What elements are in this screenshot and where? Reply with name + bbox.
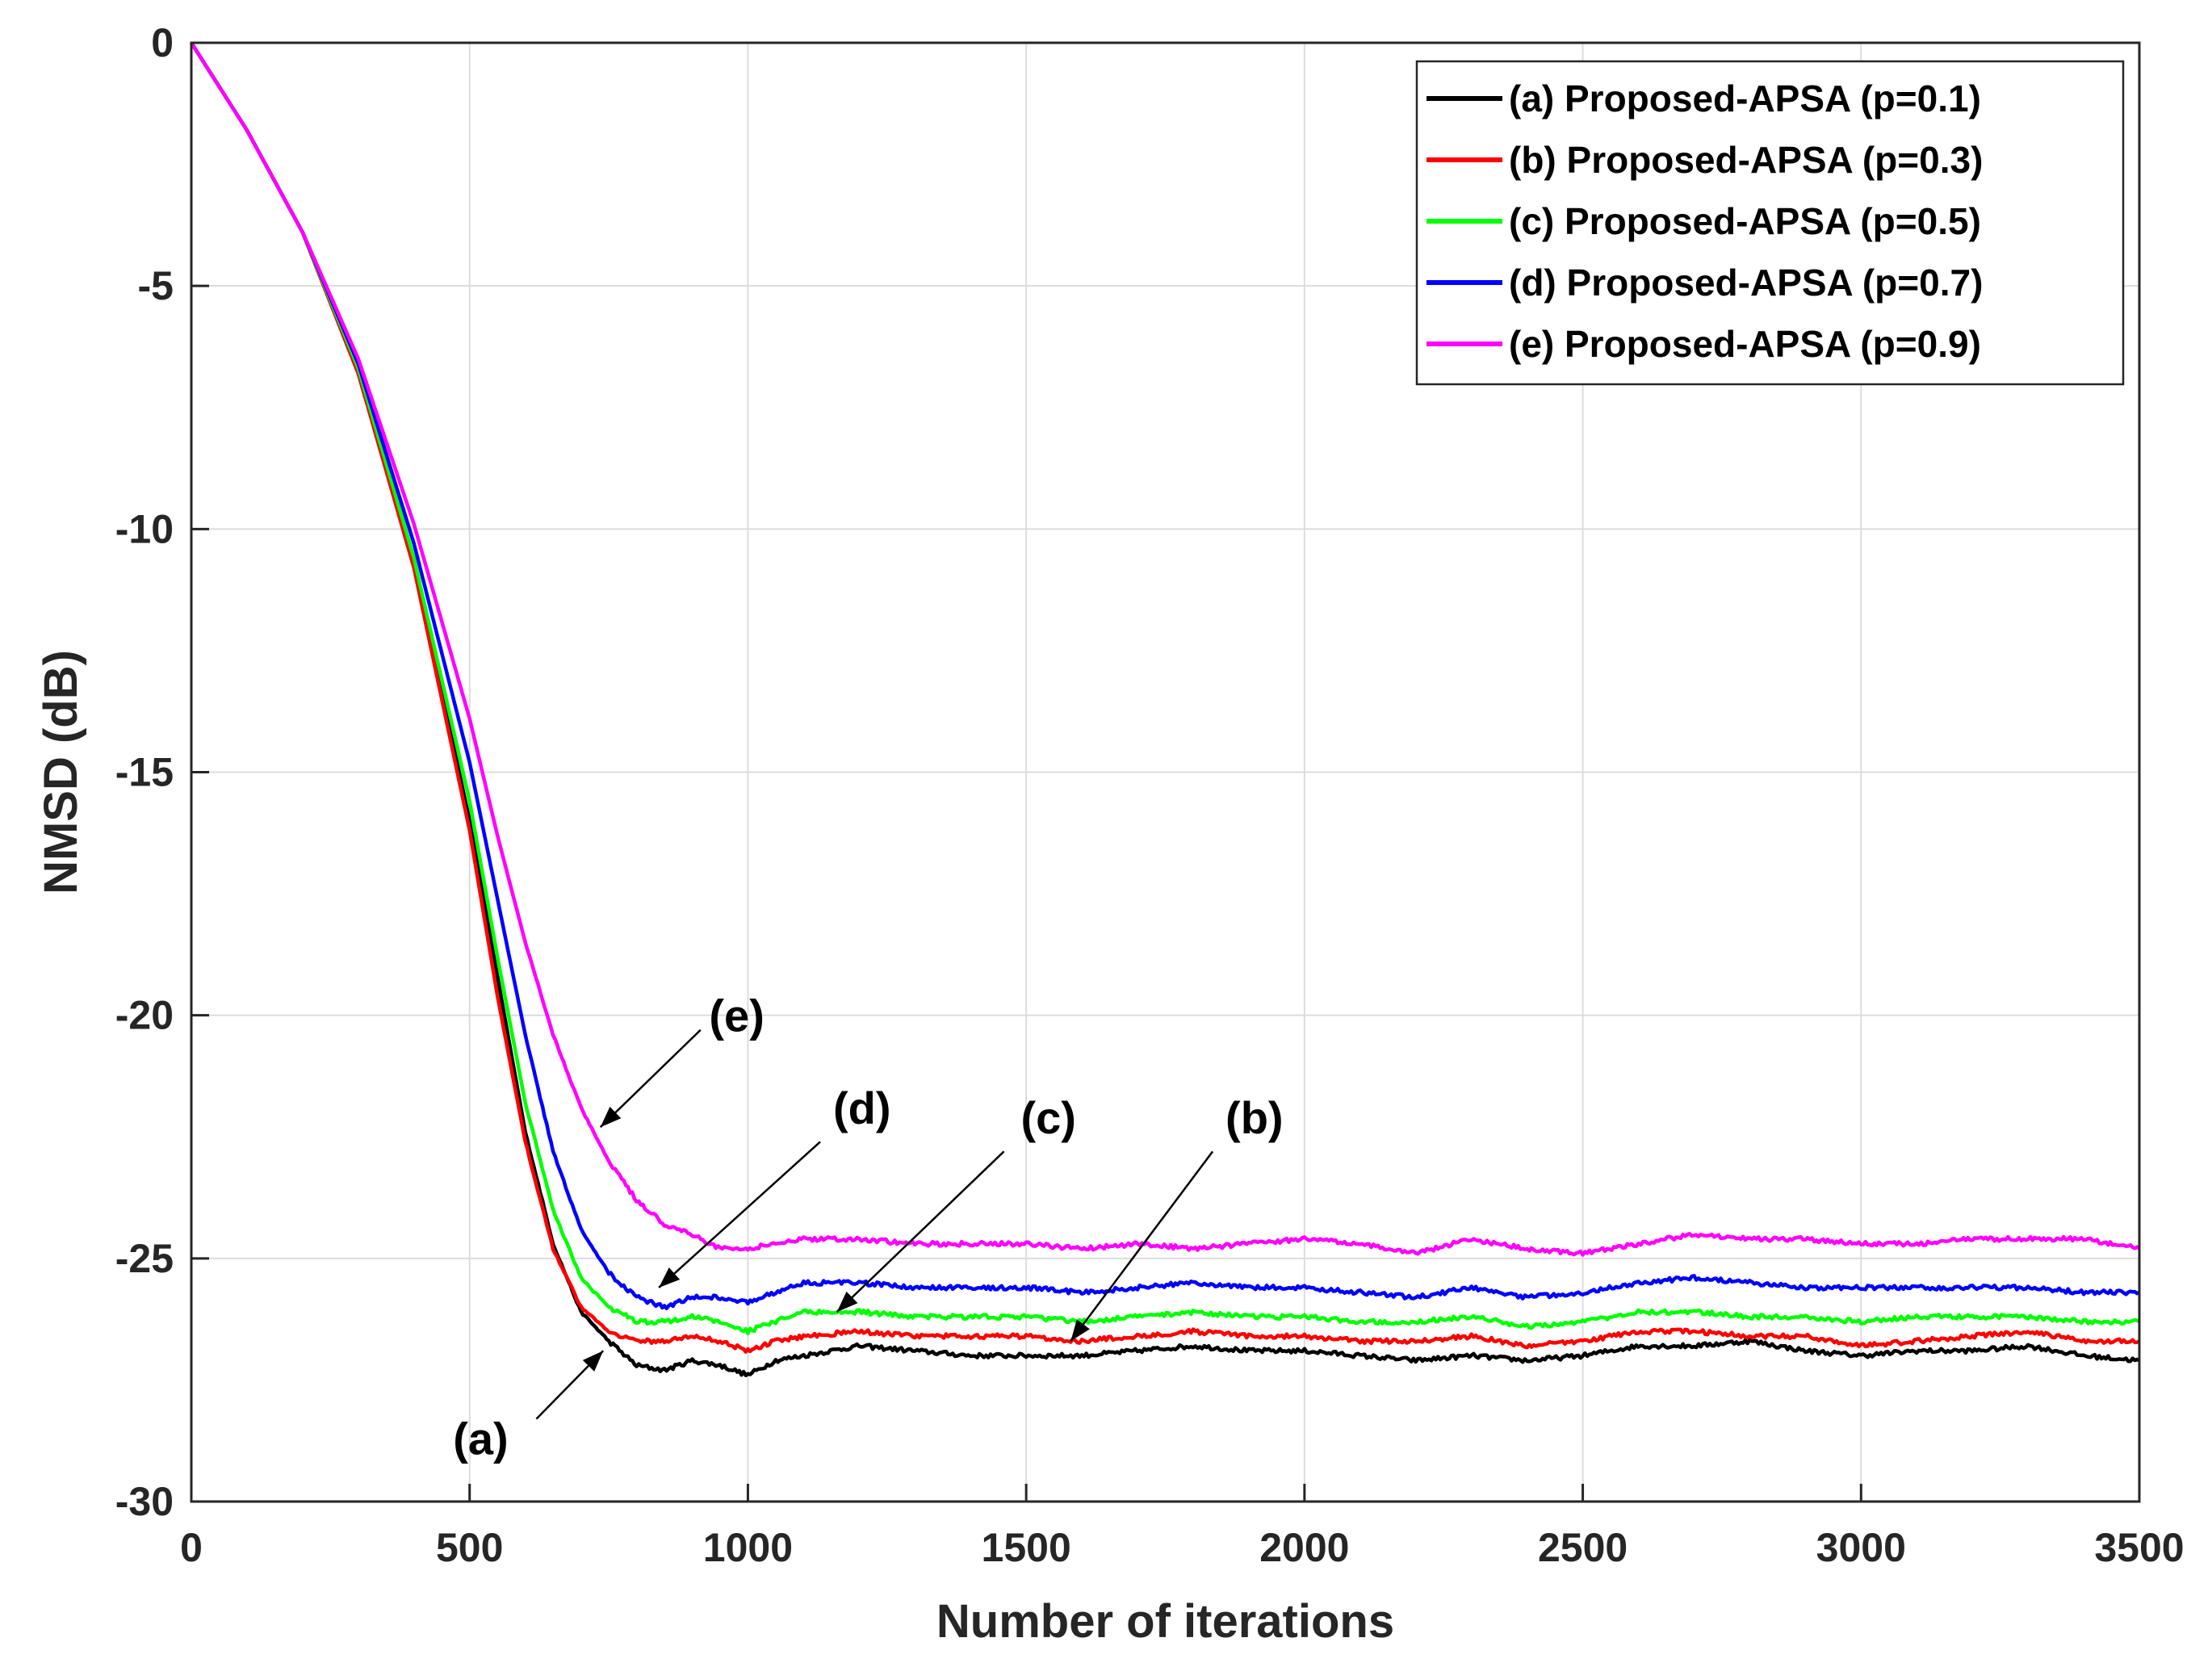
legend-entry-label: (b) Proposed-APSA (p=0.3) [1509,139,1983,181]
series-line-1 [190,41,2140,1378]
x-tick-label: 2000 [1259,1525,1349,1570]
axis-ticks: 0 500 1000 1500 2000 2500 3000 3500 0 -5 -10 -15 -20… [115,20,2185,1570]
annotation-arrow-line [658,1141,821,1288]
legend-entry-label: (e) Proposed-APSA (p=0.9) [1509,323,1981,365]
legend-box [1415,60,2125,386]
legend-entry-label: (d) Proposed-APSA (p=0.7) [1509,262,1983,304]
annotation-label: (b) [1225,1092,1284,1143]
y-tick-label: -20 [115,993,174,1038]
y-tick-label: -30 [115,1479,174,1524]
annotation-arrow-head [1070,1319,1090,1342]
y-tick-label: -10 [115,506,174,551]
annotation-label: (c) [1020,1092,1075,1143]
legend-entry-label: (a) Proposed-APSA (p=0.1) [1509,77,1981,119]
annotation-label: (d) [833,1083,891,1133]
annotation-label: (a) [453,1414,508,1464]
series-lines [190,41,2141,1378]
annotation-arrow-head [582,1351,604,1372]
x-tick-label: 3000 [1816,1525,1906,1570]
series-line-3 [190,41,2140,1335]
x-tick-label: 1500 [982,1525,1071,1570]
y-tick-label: -15 [115,750,174,795]
annotation-arrow-head [659,1267,681,1288]
annotation-arrow-head [836,1291,858,1313]
curve-annotations: (a) (b) (c) (d) (e) [453,991,1283,1464]
x-tick-label: 500 [436,1525,503,1570]
legend: (a) Proposed-APSA (p=0.1) (b) Proposed-AP… [1415,60,2125,386]
annotation-arrow-line [599,1028,702,1129]
y-axis-label: NMSD (dB) [35,650,87,894]
annotation-arrow-line [1070,1150,1214,1342]
legend-entry-label: (c) Proposed-APSA (p=0.5) [1509,200,1981,242]
x-tick-label: 1000 [703,1525,793,1570]
x-tick-label: 2500 [1538,1525,1628,1570]
x-tick-label: 3500 [2094,1525,2184,1570]
annotation-label: (e) [709,991,764,1041]
y-tick-label: -25 [115,1236,174,1281]
y-tick-label: 0 [151,20,174,65]
series-line-2 [190,41,2141,1354]
series-line-4 [190,41,2140,1310]
annotation-arrow-line [836,1150,1005,1313]
series-line-5 [190,41,2141,1257]
x-axis-label: Number of iterations [936,1595,1394,1648]
annotation-arrow-head [600,1106,622,1128]
x-tick-label: 0 [180,1525,203,1570]
y-tick-label: -5 [138,263,174,308]
